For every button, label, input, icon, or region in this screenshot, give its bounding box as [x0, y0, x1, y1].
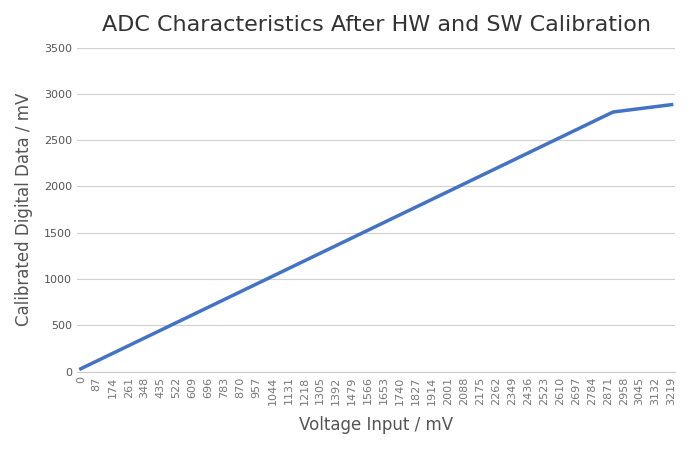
- X-axis label: Voltage Input / mV: Voltage Input / mV: [299, 416, 453, 434]
- Y-axis label: Calibrated Digital Data / mV: Calibrated Digital Data / mV: [15, 93, 33, 326]
- Title: ADC Characteristics After HW and SW Calibration: ADC Characteristics After HW and SW Cali…: [102, 15, 650, 35]
